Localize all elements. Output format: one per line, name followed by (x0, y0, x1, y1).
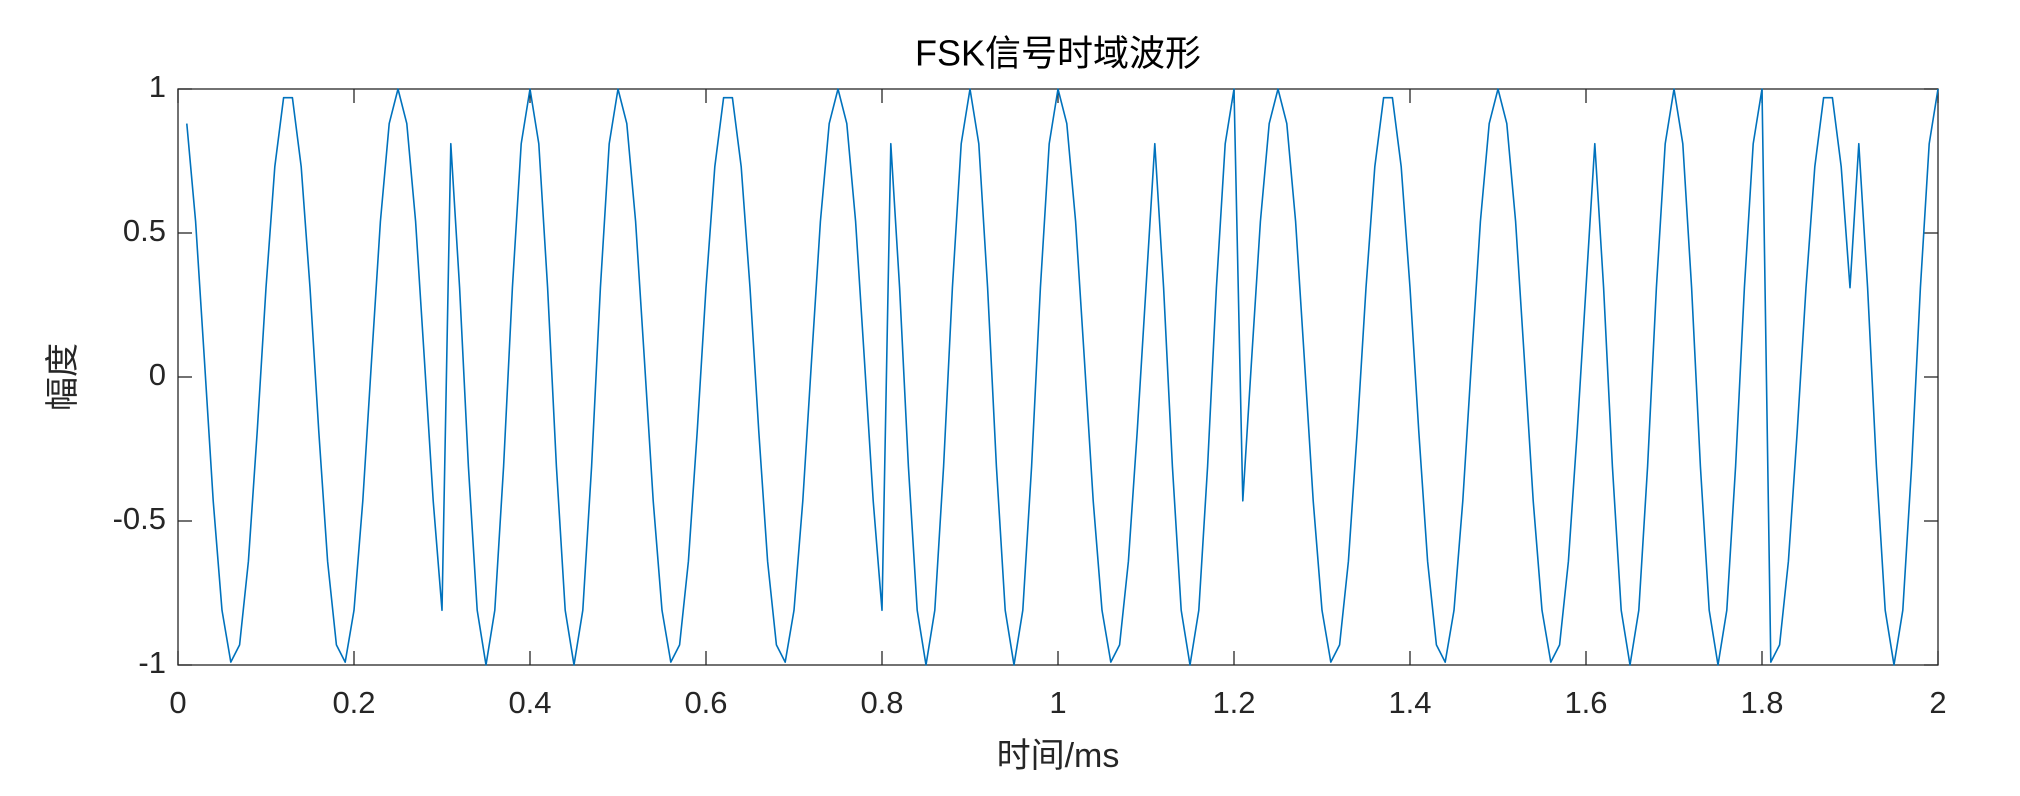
x-tick-label: 0 (169, 685, 186, 720)
x-tick-label: 2 (1929, 685, 1946, 720)
y-tick-label: 0 (149, 357, 166, 392)
x-tick-label: 1 (1049, 685, 1066, 720)
signal-line (186, 88, 1939, 666)
y-tick-label: 0.5 (123, 213, 166, 248)
x-tick-label: 0.4 (508, 685, 551, 720)
x-tick-label: 1.8 (1740, 685, 1783, 720)
x-tick-label: 1.4 (1388, 685, 1431, 720)
x-tick-label: 0.2 (332, 685, 375, 720)
y-tick-label: -1 (138, 645, 166, 680)
y-axis-label: 幅度 (44, 343, 82, 411)
x-axis-label: 时间/ms (997, 737, 1120, 775)
chart-title: FSK信号时域波形 (915, 33, 1201, 74)
y-tick-label: 1 (149, 69, 166, 104)
x-tick-label: 0.6 (684, 685, 727, 720)
x-tick-label: 0.8 (860, 685, 903, 720)
x-tick-label: 1.6 (1564, 685, 1607, 720)
y-tick-label: -0.5 (113, 501, 166, 536)
axes-box (177, 88, 1939, 666)
x-tick-label: 1.2 (1212, 685, 1255, 720)
